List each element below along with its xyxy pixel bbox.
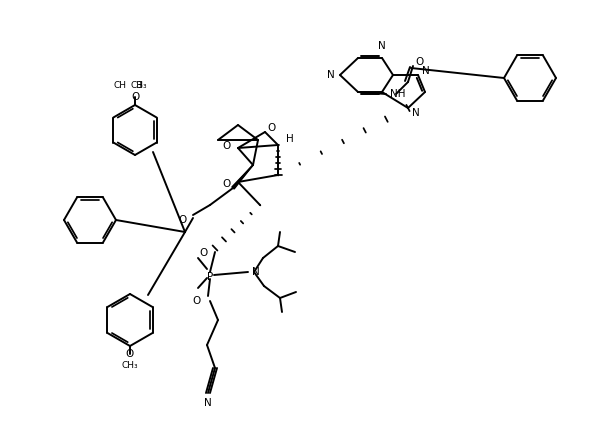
Text: N: N bbox=[327, 70, 335, 80]
Text: O: O bbox=[223, 179, 231, 189]
Text: CH₃: CH₃ bbox=[122, 360, 138, 370]
Text: O: O bbox=[193, 296, 201, 306]
Text: N: N bbox=[378, 41, 386, 51]
Text: N: N bbox=[252, 267, 260, 277]
Text: O: O bbox=[178, 215, 187, 225]
Text: 3: 3 bbox=[137, 81, 142, 91]
Text: N: N bbox=[204, 398, 212, 408]
Text: O: O bbox=[131, 92, 139, 102]
Text: O: O bbox=[267, 123, 275, 133]
Text: H: H bbox=[286, 134, 294, 144]
Text: N: N bbox=[412, 108, 419, 118]
Text: CH: CH bbox=[114, 81, 127, 91]
Text: O: O bbox=[126, 349, 134, 359]
Text: O: O bbox=[200, 248, 208, 258]
Polygon shape bbox=[232, 165, 253, 189]
Text: N: N bbox=[422, 66, 430, 76]
Text: O: O bbox=[415, 57, 423, 67]
Text: P: P bbox=[207, 272, 213, 282]
Text: CH₃: CH₃ bbox=[131, 81, 148, 91]
Text: O: O bbox=[223, 141, 231, 151]
Text: NH: NH bbox=[390, 89, 406, 99]
Text: 3: 3 bbox=[136, 81, 141, 90]
